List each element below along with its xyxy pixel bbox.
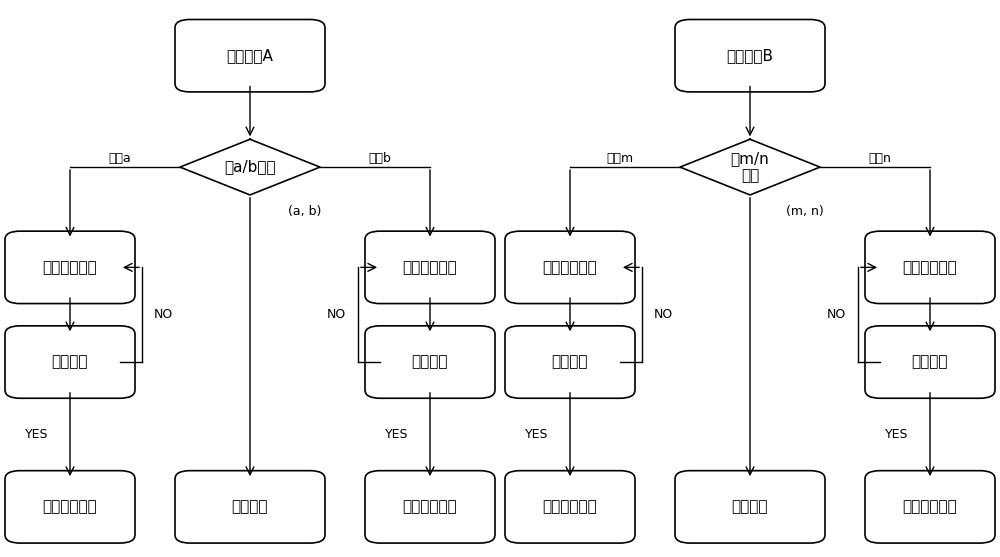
FancyBboxPatch shape (505, 471, 635, 543)
Text: 踏板信号A: 踏板信号A (227, 48, 273, 63)
Text: 短路瞬时故障: 短路瞬时故障 (903, 260, 957, 275)
Text: 断路永久故障: 断路永久故障 (543, 500, 597, 514)
FancyBboxPatch shape (175, 471, 325, 543)
FancyBboxPatch shape (175, 19, 325, 92)
Text: 断路瞬时故障: 断路瞬时故障 (543, 260, 597, 275)
Text: NO: NO (827, 308, 846, 321)
Text: 断路永久故障: 断路永久故障 (43, 500, 97, 514)
Text: 大于n: 大于n (869, 152, 891, 165)
Text: 防抖处理: 防抖处理 (552, 355, 588, 369)
Text: 与m/n
比较: 与m/n 比较 (731, 151, 769, 183)
Text: NO: NO (327, 308, 346, 321)
Text: YES: YES (384, 428, 408, 441)
Text: 防抖处理: 防抖处理 (412, 355, 448, 369)
Text: 大于b: 大于b (369, 152, 391, 165)
Text: 断路瞬时故障: 断路瞬时故障 (43, 260, 97, 275)
FancyBboxPatch shape (365, 326, 495, 398)
Text: 短路永久故障: 短路永久故障 (403, 500, 457, 514)
Text: 踏板信号B: 踏板信号B (726, 48, 774, 63)
Text: NO: NO (654, 308, 673, 321)
Text: 信号正常: 信号正常 (232, 500, 268, 514)
Text: 小于m: 小于m (606, 152, 634, 165)
FancyBboxPatch shape (865, 231, 995, 304)
Text: 小于a: 小于a (109, 152, 131, 165)
Text: 短路永久故障: 短路永久故障 (903, 500, 957, 514)
Text: 与a/b比较: 与a/b比较 (224, 160, 276, 174)
FancyBboxPatch shape (865, 326, 995, 398)
Text: (a, b): (a, b) (288, 205, 322, 218)
Text: 信号正常: 信号正常 (732, 500, 768, 514)
FancyBboxPatch shape (505, 326, 635, 398)
Text: (m, n): (m, n) (786, 205, 824, 218)
Text: 短路瞬时故障: 短路瞬时故障 (403, 260, 457, 275)
FancyBboxPatch shape (365, 471, 495, 543)
FancyBboxPatch shape (365, 231, 495, 304)
Text: 防抖处理: 防抖处理 (912, 355, 948, 369)
FancyBboxPatch shape (675, 471, 825, 543)
Text: YES: YES (524, 428, 548, 441)
Text: YES: YES (885, 428, 908, 441)
Text: YES: YES (25, 428, 48, 441)
Text: 防抖处理: 防抖处理 (52, 355, 88, 369)
FancyBboxPatch shape (675, 19, 825, 92)
FancyBboxPatch shape (5, 231, 135, 304)
FancyBboxPatch shape (5, 326, 135, 398)
FancyBboxPatch shape (505, 231, 635, 304)
FancyBboxPatch shape (5, 471, 135, 543)
FancyBboxPatch shape (865, 471, 995, 543)
Text: NO: NO (154, 308, 173, 321)
